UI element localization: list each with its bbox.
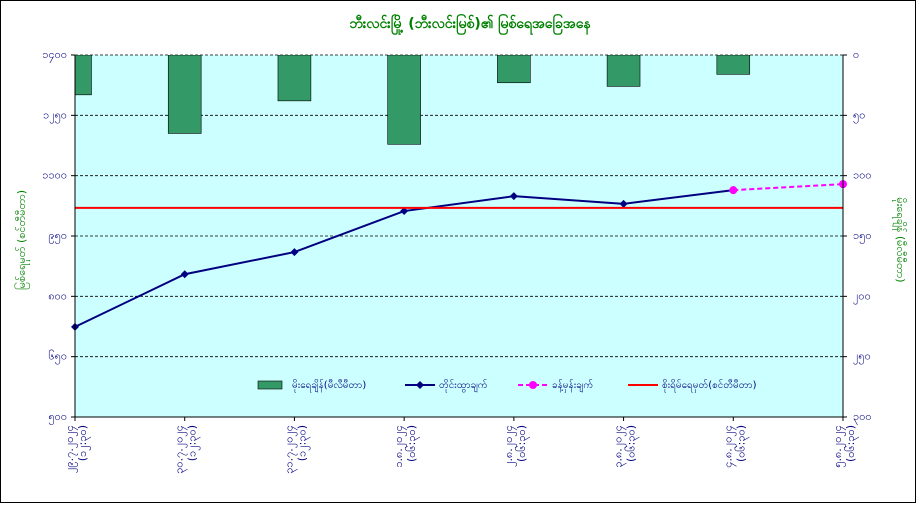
y-axis-title: မြစ်ရေမှတ် (စင်တီမီတာ) — [14, 190, 30, 290]
y2-tick-label: ၃၀၀ — [853, 410, 872, 425]
bar — [167, 55, 202, 134]
x-tick-label: ၃၀.၇.၂၀၂၄ — [173, 425, 188, 474]
y2-tick-label: ၀ — [853, 48, 859, 61]
y2-tick-label: ၅၀ — [853, 108, 865, 123]
point — [400, 207, 409, 216]
point — [729, 186, 738, 195]
x-tick-label: ၁.၈.၂၀၂၄ — [392, 425, 407, 468]
y2-tick-label: ၂၀၀ — [853, 289, 871, 304]
legend-swatch — [257, 380, 283, 390]
legend-label: ခန့်မှန်းချက် — [552, 378, 593, 393]
x-tick-label: (၁၂:၃၀) — [76, 425, 91, 461]
legend-marker — [529, 381, 537, 389]
x-tick-label: (၀၆:၃၀) — [625, 425, 640, 462]
y-tick-label: ၁၂၅၀ — [43, 108, 67, 123]
y-tick-label: ၈၀၀ — [48, 289, 67, 302]
bar — [606, 55, 641, 87]
bars — [75, 55, 751, 145]
x-tick-label: ၂.၈.၂၀၂၄ — [502, 425, 517, 467]
legend-label: တိုင်းထွာချက် — [439, 378, 488, 393]
x-tick-label: (၀၆:၃၀) — [734, 425, 749, 462]
chart-title: ဘီးလင်းမြို့ (ဘီးလင်းမြစ်)၏ မြစ်ရေအခြေအန… — [349, 14, 591, 35]
series-line — [733, 183, 844, 192]
point — [509, 192, 518, 201]
point — [619, 199, 628, 208]
legend-marker — [416, 381, 424, 389]
legend-label: စိုးရိမ်ရေမှတ်(စင်တီမီတာ) — [662, 378, 757, 393]
lines — [71, 180, 847, 331]
grid — [75, 54, 843, 418]
point — [180, 270, 189, 279]
x-tick-label: ၃.၈.၂၀၂၄ — [612, 425, 627, 468]
x-tick-label: (၀၆:၃၀) — [515, 425, 530, 462]
x-tick-label: ၅.၈.၂၀၂၄ — [831, 425, 846, 468]
x-tick-label: (၁၂:၃၀) — [295, 425, 310, 461]
legend-label: မိုးရေချိန်(မီလီမီတာ) — [292, 378, 366, 393]
bar — [716, 55, 751, 75]
point — [290, 248, 299, 257]
y-tick-label: ၁၁၀၀ — [42, 169, 67, 182]
y2-tick-label: ၂၅၀ — [853, 350, 871, 365]
legend: မိုးရေချိန်(မီလီမီတာ) တိုင်းထွာချက် ခန့်မှ… — [257, 378, 757, 393]
x-tick-label: (၁၂:၃၀) — [186, 425, 201, 461]
x-tick-label: ၂၉.၇.၂၀၂၄ — [63, 425, 78, 473]
bar — [497, 55, 531, 84]
y-tick-label: ၉၅၀ — [48, 229, 67, 244]
x-tick-label: (၀၆:၃၀) — [405, 425, 420, 462]
y-tick-label: ၅၀၀ — [48, 410, 67, 425]
y-tick-label: ၁၄၀၀ — [42, 48, 67, 63]
axes: ၅၀၀၆၅၀၈၀၀၉၅၀၁၁၀၀၁၂၅၀၁၄၀၀၃၀၀၂၅၀၂၀၀၁၅၀၁၀၀၅… — [42, 48, 871, 474]
x-tick-label: ၄.၈.၂၀၂၄ — [721, 425, 736, 468]
y2-axis-title: မိုးရေချိန် (မီလီမီတာ) — [892, 197, 907, 282]
bar — [387, 55, 421, 145]
x-tick-label: (၀၆:၃၀) — [844, 425, 859, 462]
y2-tick-label: ၁၅၀ — [853, 229, 872, 244]
y-tick-label: ၆၅၀ — [48, 350, 67, 365]
y2-tick-label: ၁၀၀ — [853, 169, 872, 182]
x-tick-label: ၃၁.၇.၂၀၂၄ — [282, 425, 297, 474]
bar — [277, 55, 312, 102]
